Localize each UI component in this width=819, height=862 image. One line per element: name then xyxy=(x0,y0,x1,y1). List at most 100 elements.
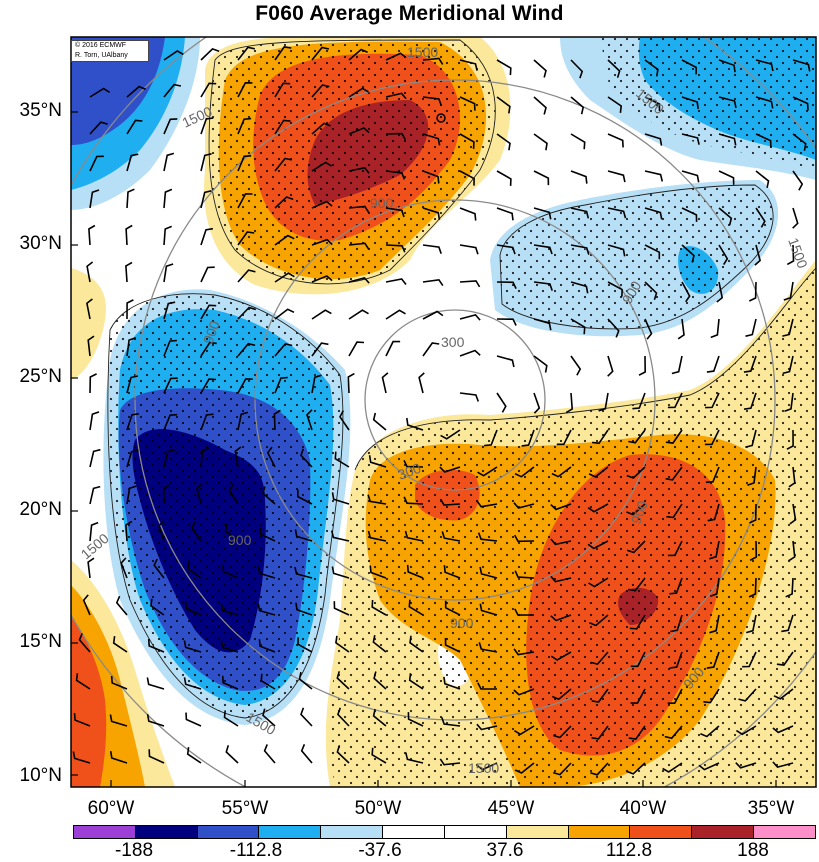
wind-barb xyxy=(667,392,683,409)
wind-barb xyxy=(667,688,683,704)
wind-barb xyxy=(677,318,685,340)
wind-barb xyxy=(570,281,589,294)
wind-barb xyxy=(792,96,809,111)
wind-barb xyxy=(274,82,291,98)
wind-barb xyxy=(368,455,387,468)
wind-barb xyxy=(200,227,214,246)
wind-barb xyxy=(591,725,609,740)
wind-barb xyxy=(163,377,178,394)
wind-barb xyxy=(200,153,212,172)
wind-barb xyxy=(630,651,646,668)
wind-barb xyxy=(89,521,99,542)
wind-barb xyxy=(513,502,535,509)
wind-barb xyxy=(496,281,517,289)
colorbar-segment xyxy=(135,826,198,838)
wind-barb xyxy=(274,234,295,246)
wind-barb xyxy=(755,133,772,148)
wind-barb xyxy=(296,489,313,505)
wind-barb xyxy=(220,603,239,616)
wind-barb xyxy=(200,190,212,209)
north-wind-yellow-far-west xyxy=(71,268,106,380)
wind-barb xyxy=(163,449,175,468)
wind-barb xyxy=(707,503,720,522)
wind-barb xyxy=(185,712,202,727)
wind-barb xyxy=(533,207,552,220)
wind-barb xyxy=(422,133,441,146)
wind-barb xyxy=(385,132,407,141)
south-wind-medblue-nw xyxy=(71,37,165,145)
wind-barb xyxy=(444,600,461,616)
wind-barb xyxy=(735,725,757,736)
wind-barb xyxy=(644,244,661,260)
wind-barb xyxy=(745,318,757,337)
wind-barb xyxy=(274,46,292,61)
wind-barb xyxy=(183,677,202,690)
lon-label: 45°W xyxy=(487,798,535,819)
wind-barb xyxy=(755,207,766,228)
wind-barb xyxy=(513,648,535,656)
wind-barb xyxy=(294,566,313,579)
map-title: F060 Average Meridional Wind xyxy=(255,2,564,25)
wind-barb xyxy=(792,170,804,191)
wind-barb xyxy=(533,170,550,186)
wind-barb xyxy=(200,447,210,468)
wind-barb xyxy=(626,466,646,479)
wind-barb xyxy=(153,558,165,579)
wind-barb xyxy=(311,161,333,172)
wind-barb xyxy=(237,117,252,135)
wind-barb xyxy=(262,486,276,505)
wind-barb xyxy=(222,564,239,579)
wind-barb xyxy=(185,601,202,616)
wind-barb xyxy=(552,762,572,776)
wind-barb xyxy=(570,207,590,219)
wind-barb xyxy=(89,373,97,394)
wind-barb xyxy=(681,244,695,263)
wind-barb xyxy=(163,152,175,172)
wind-barb xyxy=(87,557,95,579)
wind-barb xyxy=(369,565,387,579)
wind-barb xyxy=(459,314,481,321)
wind-barb xyxy=(591,688,609,703)
wind-barb xyxy=(150,598,165,616)
wind-barb xyxy=(533,318,552,331)
credit-box: © 2016 ECMWF R. Torn, UAlbany xyxy=(71,40,149,62)
colorbar-segment xyxy=(259,826,322,838)
wind-barb xyxy=(533,355,548,373)
wind-barb xyxy=(163,339,177,357)
wind-barb xyxy=(200,266,215,283)
wind-barb xyxy=(681,170,700,183)
wind-barb xyxy=(521,429,535,447)
wind-barb xyxy=(681,96,699,110)
wind-barb xyxy=(237,155,252,172)
colorbar-segment xyxy=(630,826,693,838)
wind-barb xyxy=(748,281,757,302)
wind-barb xyxy=(385,207,405,218)
wind-barb xyxy=(331,492,350,505)
wind-barb xyxy=(441,717,461,727)
credit-line: © 2016 ECMWF xyxy=(75,42,127,49)
wind-barb xyxy=(336,707,350,727)
contour-label: 900 xyxy=(370,195,394,211)
wind-barb xyxy=(784,392,794,413)
wind-barb xyxy=(788,540,796,562)
colorbar-segment xyxy=(754,826,815,838)
wind-barb xyxy=(476,762,498,771)
wind-barb xyxy=(644,170,664,182)
wind-barb xyxy=(348,205,370,213)
wind-barb xyxy=(607,133,624,148)
wind-barb xyxy=(237,411,249,431)
wind-barb xyxy=(200,341,217,357)
wind-barb xyxy=(126,337,136,357)
wind-barb xyxy=(348,48,368,61)
wind-barb xyxy=(705,392,720,409)
wind-barb xyxy=(459,170,475,186)
wind-barb xyxy=(607,96,623,113)
wind-barb xyxy=(89,87,111,98)
wind-barb xyxy=(311,374,322,394)
wind-barb xyxy=(628,577,646,592)
wind-barb xyxy=(311,200,333,209)
wind-barb xyxy=(335,635,350,653)
wind-barb xyxy=(311,46,330,61)
lon-label: 35°W xyxy=(747,798,795,819)
